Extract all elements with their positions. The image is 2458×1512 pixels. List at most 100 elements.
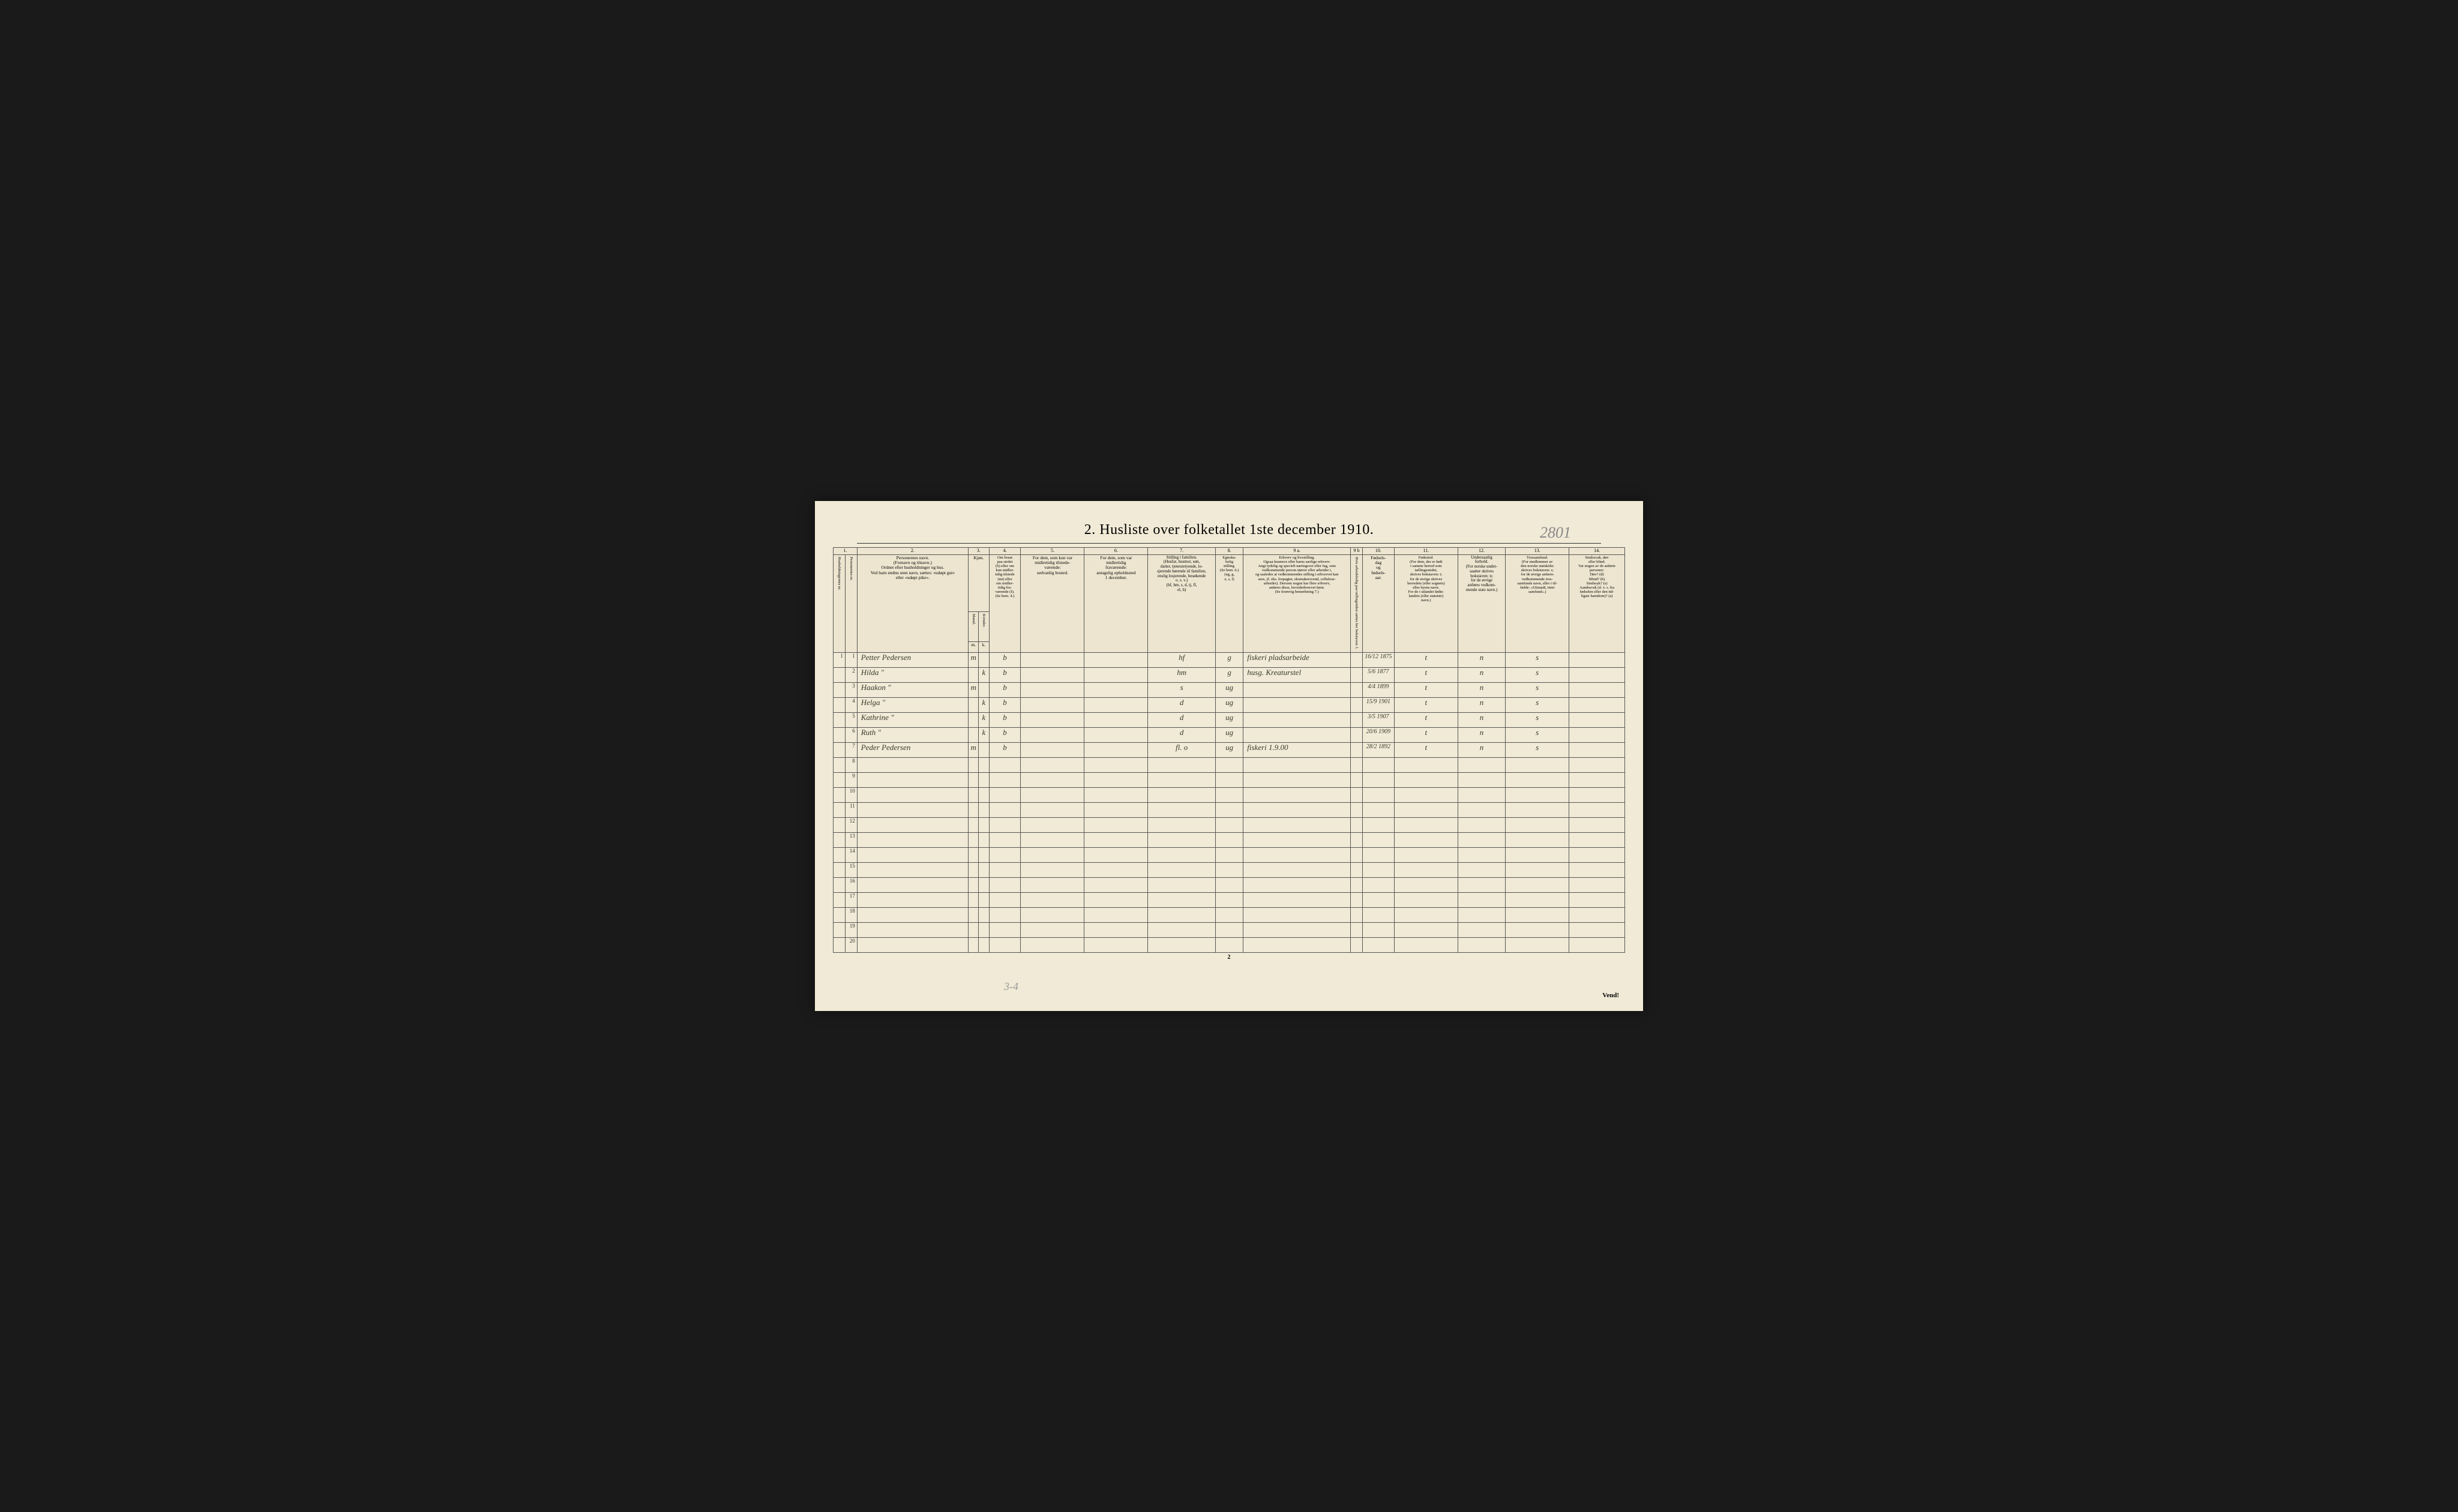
household-nr-cell — [834, 682, 846, 697]
birthplace-cell — [1394, 832, 1458, 847]
family-pos-cell — [1148, 757, 1216, 772]
marital-cell: ug — [1215, 682, 1243, 697]
sex-m-cell — [969, 937, 979, 952]
sex-k-cell: k — [979, 712, 989, 727]
sex-k-cell: k — [979, 727, 989, 742]
occupation-cell — [1243, 727, 1351, 742]
table-body: 1 1 Petter Pedersen m b hf g fiskeri pla… — [834, 652, 1625, 952]
household-nr-cell — [834, 712, 846, 727]
temp-present-cell — [1021, 682, 1084, 697]
colnum-9a: 9 a. — [1243, 548, 1351, 555]
resident-cell — [989, 757, 1021, 772]
temp-absent-cell — [1084, 742, 1148, 757]
unemployed-cell — [1351, 712, 1363, 727]
marital-cell — [1215, 832, 1243, 847]
birthplace-cell — [1394, 847, 1458, 862]
table-row: 15 — [834, 862, 1625, 877]
colnum-11: 11. — [1394, 548, 1458, 555]
household-nr-cell — [834, 907, 846, 922]
birthdate-cell — [1362, 757, 1394, 772]
page-number-bottom: 2 — [833, 954, 1625, 961]
table-row: 3 Haakon " m b s ug 4/4 1899 t n s — [834, 682, 1625, 697]
occupation-cell — [1243, 892, 1351, 907]
name-cell — [857, 787, 968, 802]
family-pos-cell — [1148, 877, 1216, 892]
birthdate-cell: 4/4 1899 — [1362, 682, 1394, 697]
nationality-cell: n — [1458, 652, 1505, 667]
disability-cell — [1569, 787, 1625, 802]
birthdate-cell — [1362, 892, 1394, 907]
sex-k-cell — [979, 892, 989, 907]
occupation-cell — [1243, 697, 1351, 712]
temp-absent-cell — [1084, 757, 1148, 772]
family-pos-cell: s — [1148, 682, 1216, 697]
person-nr-cell: 16 — [845, 877, 857, 892]
temp-absent-cell — [1084, 907, 1148, 922]
birthplace-cell: t — [1394, 742, 1458, 757]
family-pos-cell — [1148, 772, 1216, 787]
name-cell — [857, 937, 968, 952]
table-row: 7 Peder Pedersen m b fl. o ug fiskeri 1.… — [834, 742, 1625, 757]
household-nr-cell — [834, 892, 846, 907]
occupation-cell — [1243, 922, 1351, 937]
birthplace-cell: t — [1394, 652, 1458, 667]
nationality-cell — [1458, 787, 1505, 802]
disability-cell — [1569, 937, 1625, 952]
birthplace-cell — [1394, 877, 1458, 892]
occupation-cell — [1243, 712, 1351, 727]
unemployed-cell — [1351, 802, 1363, 817]
person-nr-cell: 18 — [845, 907, 857, 922]
temp-present-cell — [1021, 832, 1084, 847]
unemployed-cell — [1351, 742, 1363, 757]
colnum-14: 14. — [1569, 548, 1625, 555]
birthdate-cell — [1362, 847, 1394, 862]
colnum-8: 8. — [1215, 548, 1243, 555]
person-nr-cell: 8 — [845, 757, 857, 772]
hdr-occupation: Erhverv og livsstilling. Ogsaa husmors e… — [1243, 554, 1351, 652]
nationality-cell — [1458, 817, 1505, 832]
birthplace-cell: t — [1394, 727, 1458, 742]
resident-cell — [989, 832, 1021, 847]
birthdate-cell — [1362, 907, 1394, 922]
family-pos-cell — [1148, 832, 1216, 847]
temp-absent-cell — [1084, 652, 1148, 667]
temp-absent-cell — [1084, 697, 1148, 712]
occupation-cell: husg. Kreaturstel — [1243, 667, 1351, 682]
temp-present-cell — [1021, 652, 1084, 667]
birthdate-cell — [1362, 772, 1394, 787]
disability-cell — [1569, 877, 1625, 892]
unemployed-cell — [1351, 787, 1363, 802]
temp-present-cell — [1021, 697, 1084, 712]
name-cell: Petter Pedersen — [857, 652, 968, 667]
colnum-5: 5. — [1021, 548, 1084, 555]
temp-absent-cell — [1084, 802, 1148, 817]
person-nr-cell: 9 — [845, 772, 857, 787]
colnum-2: 2. — [857, 548, 968, 555]
table-row: 18 — [834, 907, 1625, 922]
unemployed-cell — [1351, 682, 1363, 697]
birthplace-cell — [1394, 862, 1458, 877]
person-nr-cell: 20 — [845, 937, 857, 952]
household-nr-cell — [834, 757, 846, 772]
bottom-annotation: 3-4 — [1004, 980, 1018, 993]
table-row: 14 — [834, 847, 1625, 862]
sex-k-cell — [979, 847, 989, 862]
person-nr-cell: 12 — [845, 817, 857, 832]
family-pos-cell — [1148, 787, 1216, 802]
unemployed-cell — [1351, 832, 1363, 847]
resident-cell — [989, 772, 1021, 787]
unemployed-cell — [1351, 877, 1363, 892]
hdr-birthdate: Fødsels- dag og fødsels- aar. — [1362, 554, 1394, 652]
household-nr-cell — [834, 832, 846, 847]
sex-m-cell — [969, 802, 979, 817]
nationality-cell — [1458, 937, 1505, 952]
table-row: 8 — [834, 757, 1625, 772]
household-nr-cell — [834, 937, 846, 952]
birthdate-cell: 3/5 1907 — [1362, 712, 1394, 727]
marital-cell — [1215, 892, 1243, 907]
name-cell: Ruth " — [857, 727, 968, 742]
colnum-1: 1. — [834, 548, 858, 555]
temp-absent-cell — [1084, 892, 1148, 907]
person-nr-cell: 6 — [845, 727, 857, 742]
table-row: 17 — [834, 892, 1625, 907]
